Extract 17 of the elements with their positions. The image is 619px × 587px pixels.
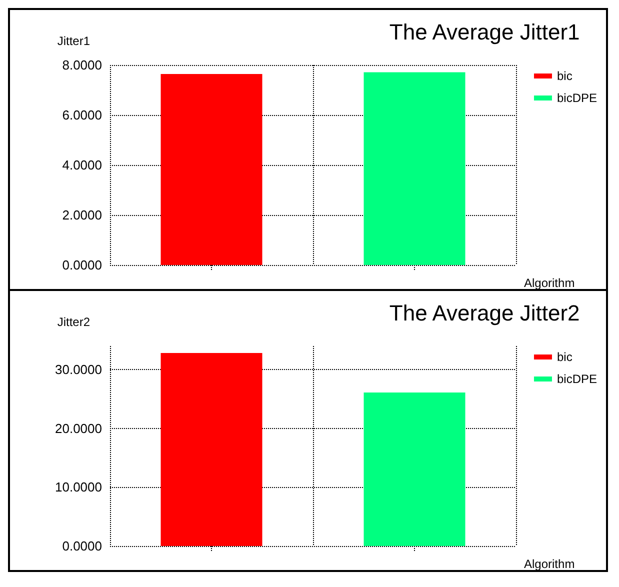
y-tick-label: 0.0000 <box>62 538 102 554</box>
legend-label: bicDPE <box>556 372 597 386</box>
legend-label: bic <box>556 350 572 364</box>
y-tick-label: 8.0000 <box>62 58 102 72</box>
y-tick-label: 30.0000 <box>55 362 102 378</box>
y-axis-title: Jitter1 <box>57 34 90 48</box>
y-tick-label: 4.0000 <box>62 158 102 172</box>
legend-label: bic <box>556 69 572 83</box>
y-axis-title: Jitter2 <box>57 315 90 329</box>
legend-label: bicDPE <box>556 91 597 105</box>
y-tick-label: 6.0000 <box>62 108 102 122</box>
chart-title: The Average Jitter2 <box>389 300 580 326</box>
y-tick-label: 2.0000 <box>62 208 102 222</box>
y-tick-label: 0.0000 <box>62 258 102 272</box>
chart-title: The Average Jitter1 <box>389 20 580 44</box>
y-tick-label: 10.0000 <box>55 480 102 495</box>
y-tick-label: 20.0000 <box>55 420 102 436</box>
